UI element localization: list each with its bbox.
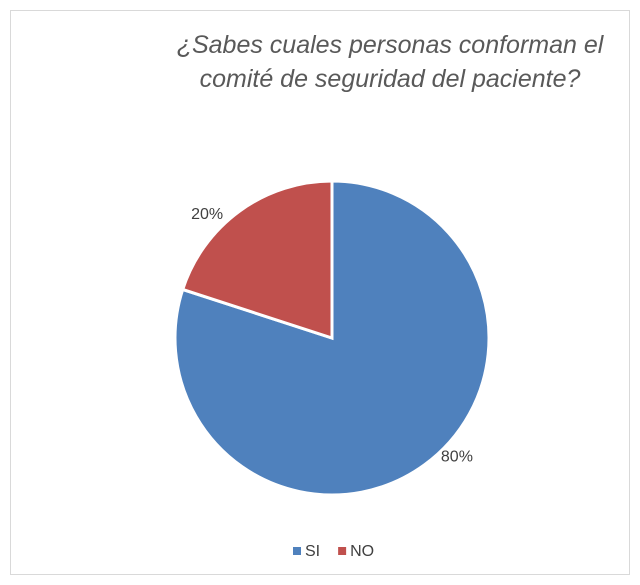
pie-slice [180, 179, 334, 341]
chart-title: ¿Sabes cuales personas conforman el comi… [176, 31, 604, 93]
legend-swatch [338, 547, 347, 555]
pie-slice [173, 179, 491, 497]
data-label: 80% [441, 449, 473, 466]
data-label: 20% [191, 206, 223, 223]
legend-label: NO [350, 543, 374, 560]
legend-label: SI [305, 543, 320, 560]
legend-swatch [293, 547, 301, 555]
